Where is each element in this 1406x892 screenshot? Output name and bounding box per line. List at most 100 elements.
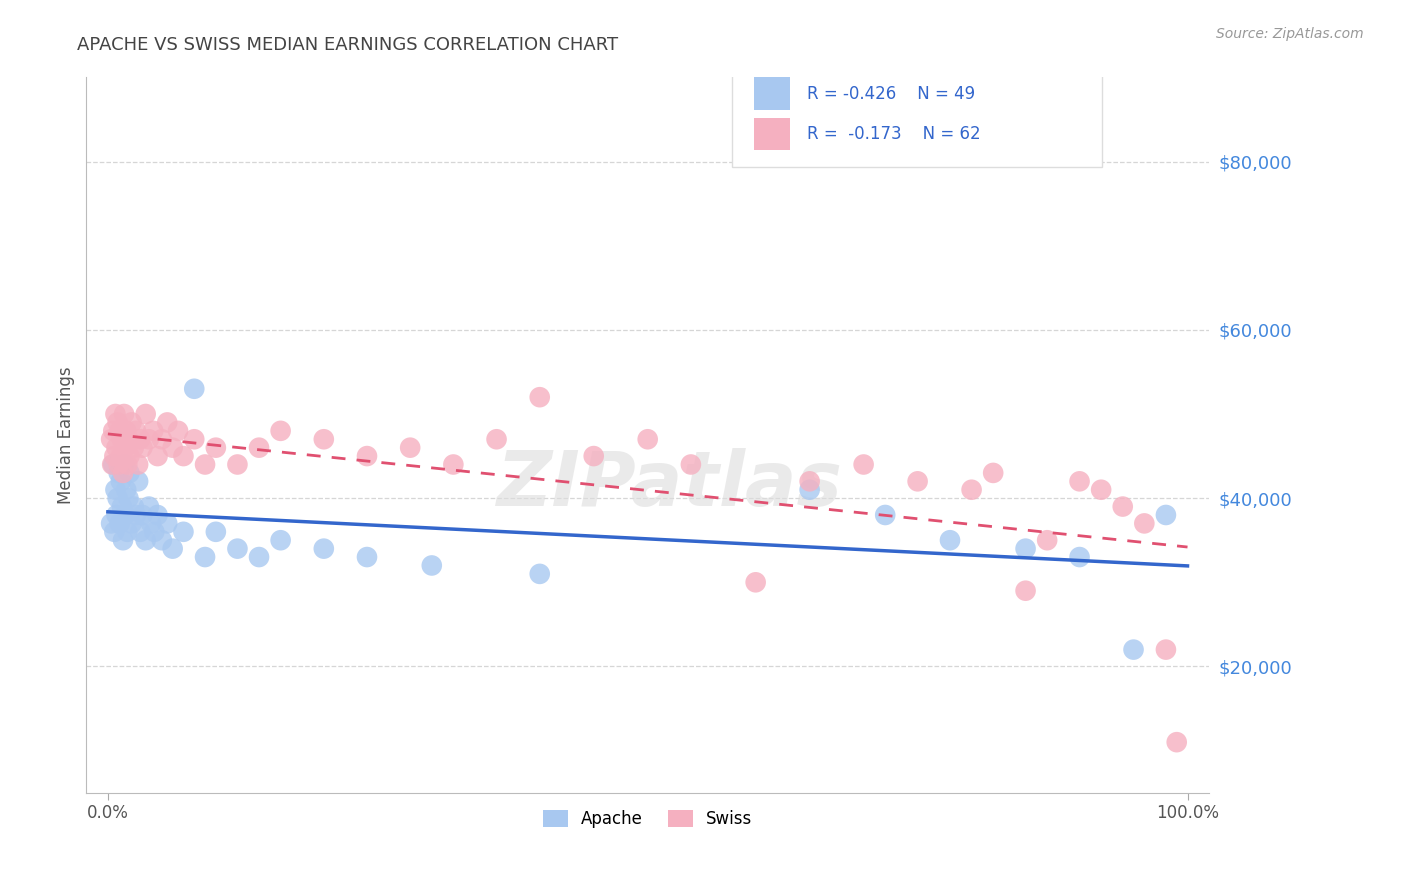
Point — [1090, 483, 1112, 497]
Point — [115, 424, 138, 438]
Point — [103, 449, 125, 463]
Point — [162, 441, 184, 455]
Point — [1112, 500, 1135, 514]
Point — [111, 500, 134, 514]
Point — [270, 424, 292, 438]
Point — [1069, 550, 1091, 565]
Point — [1166, 735, 1188, 749]
Point — [117, 458, 139, 472]
Point — [150, 432, 173, 446]
Point — [118, 466, 141, 480]
Point — [127, 458, 149, 472]
Point — [799, 475, 821, 489]
Point — [117, 524, 139, 539]
Point — [1154, 508, 1177, 522]
Point — [1133, 516, 1156, 531]
Point — [135, 407, 157, 421]
FancyBboxPatch shape — [755, 78, 790, 110]
Point — [131, 441, 153, 455]
Point — [1154, 642, 1177, 657]
Point — [162, 541, 184, 556]
Point — [356, 449, 378, 463]
Point — [143, 524, 166, 539]
Text: ZIPatlas: ZIPatlas — [498, 448, 844, 522]
Point — [103, 424, 125, 438]
Legend: Apache, Swiss: Apache, Swiss — [536, 803, 759, 834]
Point — [270, 533, 292, 548]
FancyBboxPatch shape — [755, 119, 790, 151]
Point — [939, 533, 962, 548]
Point — [127, 475, 149, 489]
Point — [135, 533, 157, 548]
Point — [125, 508, 148, 522]
Point — [100, 432, 122, 446]
Point — [399, 441, 422, 455]
Point — [107, 458, 129, 472]
Point — [142, 424, 165, 438]
Point — [247, 550, 270, 565]
Point — [981, 466, 1004, 480]
Point — [875, 508, 897, 522]
Point — [115, 483, 138, 497]
Point — [138, 432, 160, 446]
Point — [1014, 541, 1036, 556]
Point — [194, 458, 217, 472]
Point — [105, 508, 128, 522]
Text: Source: ZipAtlas.com: Source: ZipAtlas.com — [1216, 27, 1364, 41]
Point — [108, 516, 131, 531]
Point — [112, 458, 135, 472]
Point — [799, 483, 821, 497]
Point — [1069, 475, 1091, 489]
Y-axis label: Median Earnings: Median Earnings — [58, 367, 75, 504]
Point — [146, 508, 169, 522]
Point — [852, 458, 875, 472]
Point — [150, 533, 173, 548]
Point — [167, 424, 190, 438]
Point — [146, 449, 169, 463]
Point — [125, 424, 148, 438]
Point — [226, 458, 249, 472]
Point — [485, 432, 508, 446]
Point — [205, 441, 228, 455]
Point — [121, 416, 143, 430]
Point — [129, 524, 152, 539]
Point — [226, 541, 249, 556]
Point — [103, 458, 125, 472]
Point — [529, 566, 551, 581]
Point — [441, 458, 464, 472]
Point — [156, 416, 179, 430]
Point — [104, 407, 127, 421]
Point — [156, 516, 179, 531]
Point — [103, 524, 125, 539]
Point — [194, 550, 217, 565]
Point — [138, 500, 160, 514]
Point — [110, 475, 132, 489]
Point — [183, 432, 205, 446]
Point — [907, 475, 929, 489]
Point — [114, 508, 136, 522]
Point — [312, 541, 335, 556]
FancyBboxPatch shape — [733, 67, 1102, 167]
Point — [114, 441, 136, 455]
Text: R =  -0.173    N = 62: R = -0.173 N = 62 — [807, 125, 981, 144]
Point — [312, 432, 335, 446]
Point — [960, 483, 983, 497]
Point — [117, 432, 139, 446]
Point — [744, 575, 766, 590]
Point — [172, 524, 194, 539]
Point — [1036, 533, 1059, 548]
Point — [247, 441, 270, 455]
Point — [112, 407, 135, 421]
Point — [101, 458, 124, 472]
Point — [111, 466, 134, 480]
Point — [1014, 583, 1036, 598]
Point — [111, 533, 134, 548]
Point — [105, 441, 128, 455]
Point — [1122, 642, 1144, 657]
Point — [679, 458, 702, 472]
Point — [100, 516, 122, 531]
Point — [107, 491, 129, 505]
Point — [529, 390, 551, 404]
Point — [118, 449, 141, 463]
Point — [107, 416, 129, 430]
